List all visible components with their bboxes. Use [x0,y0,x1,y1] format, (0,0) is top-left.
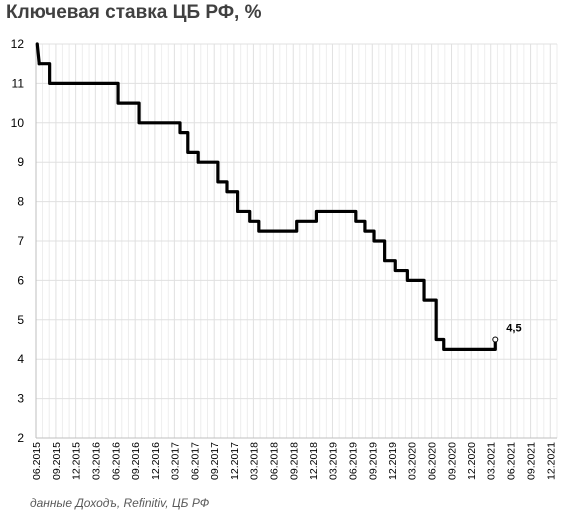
y-tick-label: 11 [12,76,25,90]
x-tick-label: 03.2019 [327,442,339,480]
y-tick-label: 8 [17,195,24,209]
x-tick-label: 06.2016 [110,442,122,480]
x-tick-label: 12.2019 [387,442,399,480]
x-tick-label: 03.2018 [248,442,260,480]
x-tick-label: 09.2017 [209,442,221,480]
x-tick-label: 12.2018 [308,442,320,480]
y-tick-label: 12 [11,37,25,51]
x-tick-label: 09.2019 [367,442,379,480]
x-tick-label: 09.2018 [288,442,300,480]
x-tick-label: 06.2019 [347,442,359,480]
last-value-marker [492,336,499,343]
x-tick-label: 09.2021 [526,442,538,480]
x-tick-label: 06.2020 [427,442,439,480]
series-line-lead [35,42,41,66]
y-tick-label: 2 [17,431,24,445]
x-tick-label: 09.2020 [447,442,459,480]
x-tick-label: 06.2015 [31,442,43,480]
grid-layer [35,43,558,439]
annotation-layer: 4,5 [492,323,522,343]
x-tick-label: 12.2016 [150,442,162,480]
y-tick-label: 7 [17,234,24,248]
x-tick-label: 03.2020 [407,442,419,480]
y-tick-label: 3 [17,392,24,406]
last-value-label: 4,5 [506,323,521,335]
y-tick-label: 4 [17,352,24,366]
y-tick-label: 10 [11,116,25,130]
x-tick-label: 03.2016 [90,442,102,480]
x-tick-label: 09.2016 [130,442,142,480]
x-tick-label: 03.2021 [486,442,498,480]
y-tick-label: 5 [17,313,24,327]
x-tick-label: 03.2017 [169,442,181,480]
x-tick-label: 12.2020 [466,442,478,480]
x-tick-label: 09.2015 [51,442,63,480]
series-line [37,62,497,351]
y-tick-label: 9 [17,155,24,169]
y-tick-label: 6 [17,273,24,287]
x-tick-label: 12.2015 [71,442,83,480]
x-tick-label: 06.2017 [189,442,201,480]
x-tick-label: 06.2018 [268,442,280,480]
chart-title: Ключевая ставка ЦБ РФ, % [6,2,262,23]
series-layer [35,42,497,351]
axis-layer: 2 3 4 5 6 7 8 9 10 11 12 06.2015 09.2015 12.2015 03.20… [11,37,558,480]
source-note: данные Доходъ, Refinitiv, ЦБ РФ [30,496,210,510]
x-tick-label: 12.2017 [229,442,241,480]
x-tick-label: 12.2021 [545,442,557,480]
x-tick-label: 06.2021 [506,442,518,480]
